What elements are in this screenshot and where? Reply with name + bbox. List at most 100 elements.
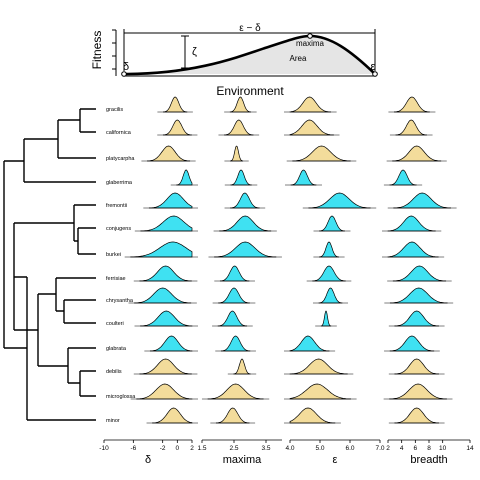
density-delta-gracilis (163, 97, 187, 112)
tick-label-breadth: 2 (386, 445, 390, 452)
density-maxima-gracilis (230, 97, 250, 112)
density-epsilon-gracilis (290, 97, 331, 112)
density-epsilon-microglossa (290, 384, 351, 399)
taxon-label-burkei: burkei (106, 252, 121, 258)
taxon-label-ferrisiae: ferrisiae (106, 276, 126, 282)
zeta-bracket (181, 36, 189, 68)
tick-label-breadth: 4 (400, 445, 404, 452)
density-breadth-glaberrima (390, 170, 416, 185)
fitness-y-axis (112, 30, 116, 76)
density-maxima-ferrisiae (220, 266, 249, 281)
density-breadth-gracilis (394, 97, 429, 112)
density-panels (125, 97, 457, 423)
fitness-schematic: Fitness ε − δ δ ε maxima Area ζ Environm… (90, 23, 377, 98)
density-maxima-minor (216, 408, 249, 423)
density-breadth-conjugens (388, 216, 435, 231)
density-breadth-burkei (388, 242, 438, 257)
density-maxima-coulteri (218, 311, 247, 326)
density-breadth-minor (395, 408, 439, 423)
phylogeny-tree (4, 109, 96, 420)
tick-label-breadth: 6 (414, 445, 418, 452)
density-maxima-conjugens (220, 216, 271, 231)
tree-branches (4, 109, 96, 420)
taxon-label-californica: californica (106, 130, 132, 136)
density-breadth-coulteri (395, 311, 439, 326)
zeta-label: ζ (192, 46, 197, 58)
density-epsilon-chrysantha (319, 288, 342, 303)
density-breadth-glabrata (390, 336, 434, 351)
area-label: Area (290, 54, 307, 63)
density-delta-californica (163, 120, 191, 135)
density-breadth-californica (396, 120, 427, 135)
density-maxima-platycarpha (230, 146, 242, 161)
taxon-labels: gracilis californica platycarpha glaberrima… (106, 107, 136, 424)
density-epsilon-ferrisiae (313, 266, 346, 281)
density-maxima-microglossa (208, 384, 263, 399)
density-delta-platycarpha (147, 146, 189, 161)
environment-axis-label: Environment (216, 84, 284, 98)
maxima-point (308, 34, 313, 39)
density-delta-fremontii (149, 193, 192, 208)
density-maxima-californica (225, 120, 254, 135)
panel-axes: -10 -6 -2 0 2δ1.5 2.5 3.5maxima4.0 5.0 6.0 7.0ε2 4… (99, 440, 474, 466)
density-epsilon-fremontii (309, 193, 370, 208)
tick-label-delta: 0 (176, 445, 180, 452)
density-delta-conjugens (141, 216, 192, 231)
maxima-label: maxima (296, 39, 325, 48)
delta-label: δ (123, 61, 129, 73)
density-epsilon-platycarpha (293, 146, 351, 161)
tick-label-maxima: 1.5 (197, 445, 206, 452)
range-label: ε − δ (239, 23, 261, 34)
tick-label-epsilon: 4.0 (285, 445, 294, 452)
density-epsilon-californica (290, 120, 334, 135)
density-delta-burkei (131, 242, 192, 257)
density-epsilon-glabrata (290, 336, 329, 351)
axis-label-epsilon: ε (333, 454, 338, 466)
tick-label-delta: -6 (130, 445, 136, 452)
density-breadth-ferrisiae (393, 266, 446, 281)
fitness-curve-area (124, 36, 375, 74)
tick-label-breadth: 14 (466, 445, 474, 452)
tick-label-delta: -10 (99, 445, 109, 452)
epsilon-label: ε (371, 61, 376, 73)
density-delta-ferrisiae (140, 266, 192, 281)
density-delta-glaberrima (177, 170, 192, 185)
taxon-label-glabrata: glabrata (106, 346, 127, 352)
taxon-label-gracilis: gracilis (106, 107, 123, 113)
density-delta-debilis (140, 359, 192, 374)
taxon-label-debilis: debilis (106, 369, 122, 375)
taxon-label-platycarpha: platycarpha (106, 156, 135, 162)
tick-label-maxima: 3.5 (261, 445, 270, 452)
taxon-label-glaberrima: glaberrima (106, 180, 133, 186)
density-maxima-burkei (215, 242, 276, 257)
tick-label-epsilon: 7.0 (375, 445, 384, 452)
tick-label-delta: -2 (160, 445, 166, 452)
taxon-label-fremontii: fremontii (106, 203, 127, 209)
density-epsilon-minor (290, 408, 335, 423)
tick-label-epsilon: 6.0 (345, 445, 354, 452)
tick-label-maxima: 2.5 (229, 445, 238, 452)
density-epsilon-conjugens (320, 216, 345, 231)
density-delta-microglossa (137, 384, 192, 399)
density-maxima-debilis (234, 359, 250, 374)
density-maxima-fremontii (231, 193, 260, 208)
axis-label-delta: δ (145, 454, 151, 466)
density-breadth-debilis (395, 359, 439, 374)
density-delta-glabrata (150, 336, 192, 351)
density-breadth-chrysantha (390, 288, 447, 303)
taxon-label-minor: minor (106, 418, 120, 424)
fitness-axis-label: Fitness (90, 31, 104, 70)
tick-label-delta: 2 (190, 445, 194, 452)
density-breadth-microglossa (390, 384, 447, 399)
tick-label-breadth: 10 (439, 445, 447, 452)
density-delta-chrysantha (135, 288, 191, 303)
density-epsilon-burkei (319, 242, 338, 257)
density-delta-coulteri (141, 311, 193, 326)
density-epsilon-debilis (290, 359, 347, 374)
taxon-label-conjugens: conjugens (106, 226, 131, 232)
tick-label-breadth: 8 (427, 445, 431, 452)
density-maxima-glabrata (221, 336, 250, 351)
tick-label-epsilon: 5.0 (315, 445, 324, 452)
density-delta-minor (153, 408, 193, 423)
